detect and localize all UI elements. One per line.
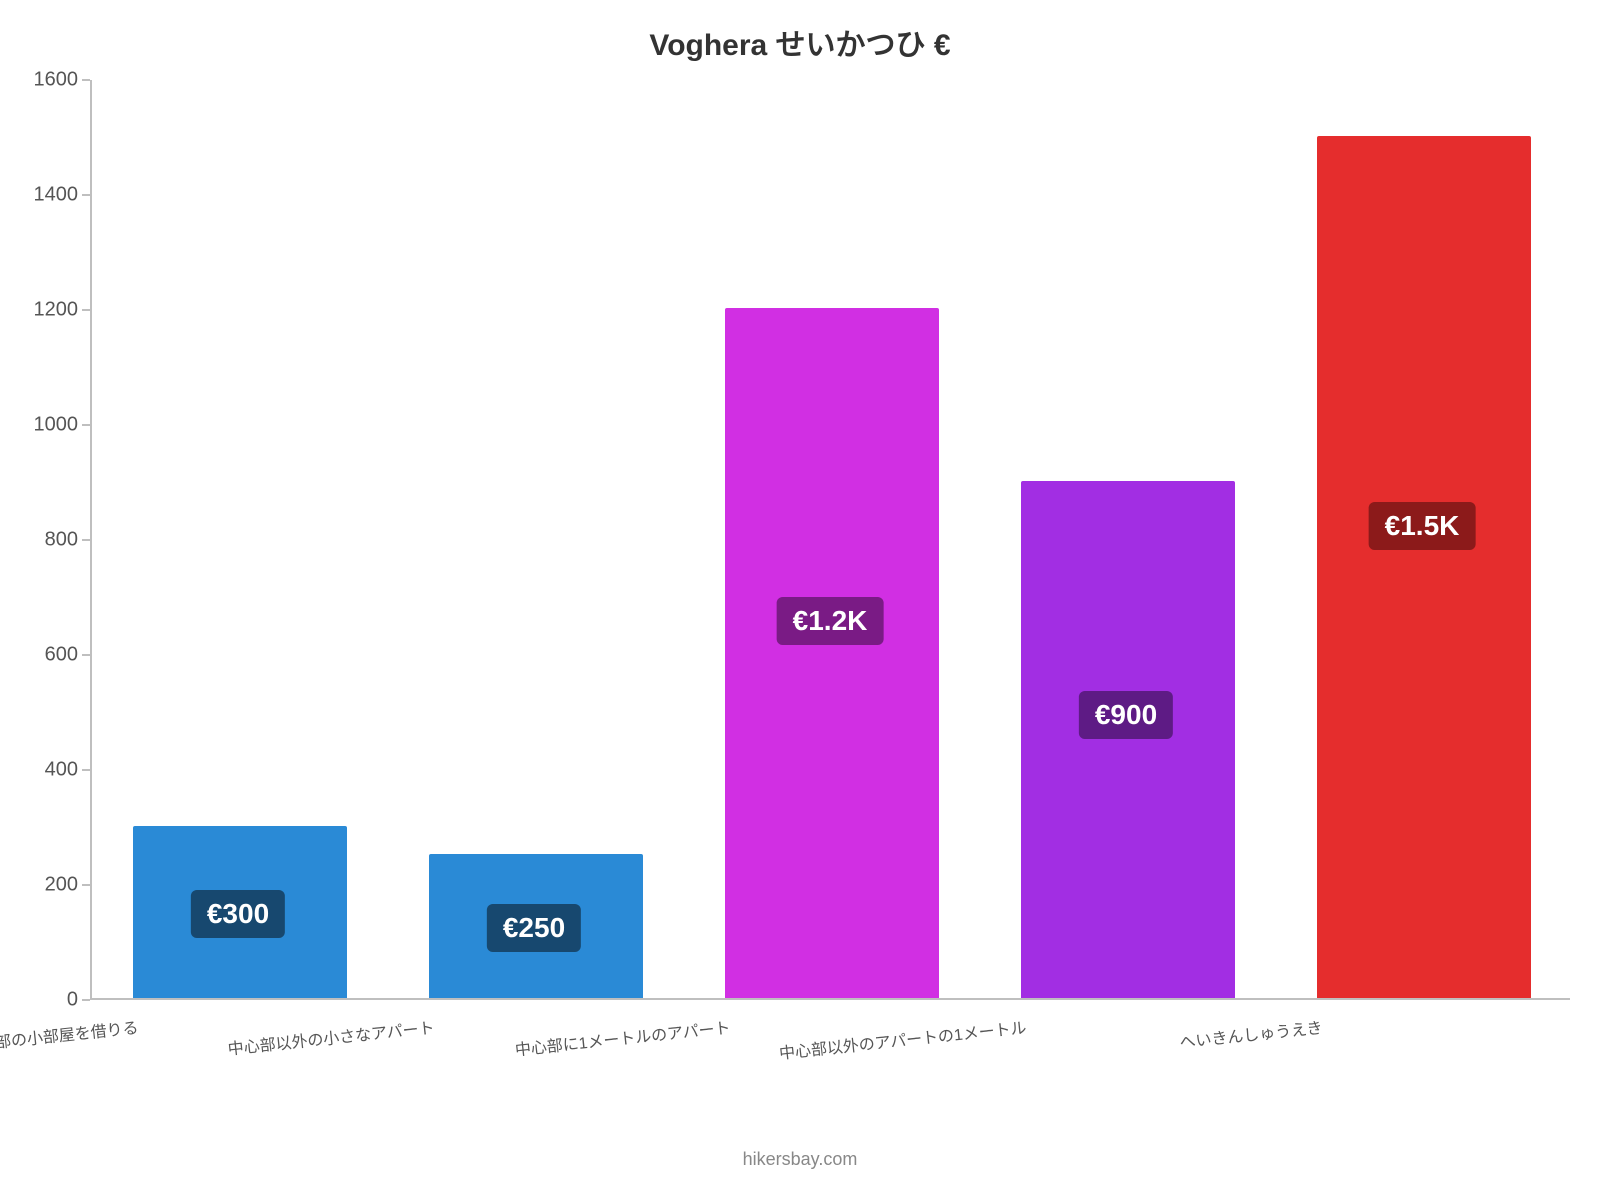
chart-title: Voghera せいかつひ € [0, 20, 1600, 64]
y-tick-mark [82, 884, 90, 886]
x-tick-label: 中心部以外のアパートの1メートル [778, 1014, 1028, 1064]
bar-value-label: €300 [191, 890, 285, 938]
y-tick-mark [82, 424, 90, 426]
bar-value-label: €1.2K [777, 597, 884, 645]
chart-container: Voghera せいかつひ € hikersbay.com 0 200 400 600… [0, 0, 1600, 1200]
plot-area [90, 80, 1570, 1000]
y-tick-label: 600 [18, 644, 78, 667]
bar-value-label: €900 [1079, 691, 1173, 739]
y-tick-mark [82, 194, 90, 196]
x-tick-label: 中心部に1メートルのアパート [514, 1014, 732, 1061]
bar [725, 308, 938, 998]
y-tick-label: 1200 [18, 299, 78, 322]
bar-value-label: €250 [487, 904, 581, 952]
y-tick-label: 400 [18, 759, 78, 782]
y-tick-mark [82, 79, 90, 81]
x-tick-label: へいきんしゅうえき [1179, 1014, 1324, 1053]
y-tick-label: 1000 [18, 414, 78, 437]
bar [1317, 136, 1530, 999]
y-tick-label: 1400 [18, 184, 78, 207]
y-tick-mark [82, 999, 90, 1001]
y-tick-label: 800 [18, 529, 78, 552]
y-tick-label: 1600 [18, 69, 78, 92]
x-tick-label: 中心部の小部屋を借りる [0, 1014, 140, 1056]
y-tick-mark [82, 769, 90, 771]
y-tick-mark [82, 539, 90, 541]
y-tick-label: 200 [18, 874, 78, 897]
x-tick-label: 中心部以外の小さなアパート [227, 1014, 436, 1060]
y-tick-mark [82, 309, 90, 311]
footer-attribution: hikersbay.com [0, 1149, 1600, 1170]
y-tick-mark [82, 654, 90, 656]
y-tick-label: 0 [18, 989, 78, 1012]
bar-value-label: €1.5K [1369, 502, 1476, 550]
